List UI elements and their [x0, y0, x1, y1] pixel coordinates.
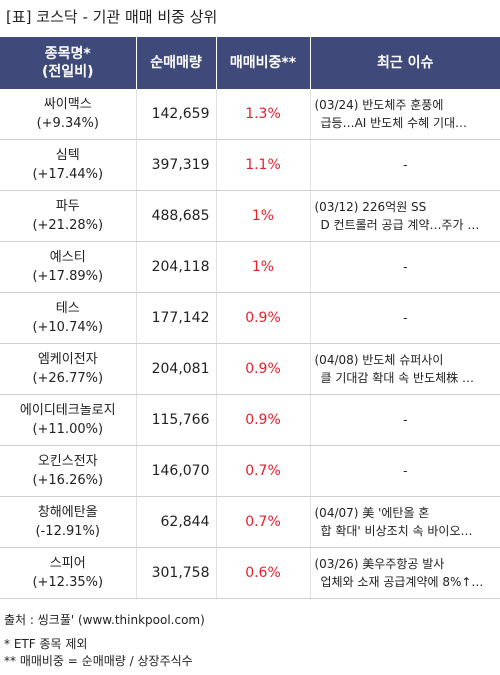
trade-ratio: 0.7% — [215, 445, 310, 497]
stock-change: (+11.00%) — [32, 422, 104, 437]
stock-change: (+17.44%) — [32, 167, 104, 182]
stock-name[interactable]: 창해에탄올 — [37, 505, 98, 520]
header-issue[interactable]: 최근 이슈 — [310, 37, 500, 89]
ranking-table: 종목명* (전일비) 순매매량 매매비중** 최근 이슈 싸이맥스 (+9.34%… — [0, 37, 500, 599]
trade-ratio: 0.7% — [215, 496, 310, 548]
issue-cell: - — [309, 139, 500, 191]
table-row[interactable]: 창해에탄올 (-12.91%) 62,844 0.7% (04/07) 美 '에탄올 혼… — [0, 496, 500, 548]
table-row[interactable]: 심텍 (+17.44%) 397,319 1.1% - — [0, 139, 500, 191]
issue-cell: - — [309, 241, 500, 293]
stock-name[interactable]: 에이디테크놀로지 — [19, 403, 116, 418]
page-title: [표] 코스닥 - 기관 매매 비중 상위 — [6, 8, 218, 26]
issue-empty: - — [403, 311, 408, 325]
stock-name-cell: 심텍 (+17.44%) — [0, 139, 136, 191]
trade-ratio: 0.9% — [215, 394, 310, 446]
issue-line1[interactable]: (04/07) 美 '에탄올 혼 — [314, 506, 430, 520]
stock-change: (+17.89%) — [32, 269, 104, 284]
net-volume: 142,659 — [135, 89, 216, 140]
stock-name[interactable]: 엠케이전자 — [37, 352, 98, 367]
stock-name-cell: 엠케이전자 (+26.77%) — [0, 343, 136, 395]
table-header-row: 종목명* (전일비) 순매매량 매매비중** 최근 이슈 — [0, 37, 500, 89]
trade-ratio: 0.6% — [215, 547, 310, 599]
net-volume: 204,118 — [135, 241, 216, 293]
net-volume: 301,758 — [135, 547, 216, 599]
header-name[interactable]: 종목명* (전일비) — [0, 37, 137, 89]
net-volume: 204,081 — [135, 343, 216, 395]
net-volume: 115,766 — [135, 394, 216, 446]
stock-name[interactable]: 파두 — [55, 199, 80, 214]
net-volume: 488,685 — [135, 190, 216, 242]
source-note: 출처 : 씽크풀' (www.thinkpool.com) — [4, 613, 205, 627]
stock-name-cell: 테스 (+10.74%) — [0, 292, 136, 344]
net-volume: 146,070 — [135, 445, 216, 497]
issue-empty: - — [403, 260, 408, 274]
issue-cell: - — [309, 445, 500, 497]
stock-name-cell: 창해에탄올 (-12.91%) — [0, 496, 136, 548]
issue-cell[interactable]: (03/12) 226억원 SS D 컨트롤러 공급 계약…주가 … — [309, 190, 500, 242]
net-volume: 177,142 — [135, 292, 216, 344]
table-row[interactable]: 오킨스전자 (+16.26%) 146,070 0.7% - — [0, 445, 500, 497]
stock-change: (-12.91%) — [35, 524, 100, 539]
stock-name-cell: 스피어 (+12.35%) — [0, 547, 136, 599]
table-row[interactable]: 테스 (+10.74%) 177,142 0.9% - — [0, 292, 500, 344]
issue-line1[interactable]: (04/08) 반도체 슈퍼사이 — [314, 353, 444, 367]
issue-line2[interactable]: 업체와 소재 공급계약에 8%↑… — [320, 575, 484, 589]
stock-name-cell: 예스티 (+17.89%) — [0, 241, 136, 293]
header-name-line2: (전일비) — [42, 64, 94, 80]
stock-name-cell: 에이디테크놀로지 (+11.00%) — [0, 394, 136, 446]
issue-cell: - — [309, 394, 500, 446]
trade-ratio: 1.3% — [215, 89, 310, 140]
table-row[interactable]: 싸이맥스 (+9.34%) 142,659 1.3% (03/24) 반도체주 훈풍에 급… — [0, 89, 500, 140]
net-volume: 62,844 — [135, 496, 216, 548]
issue-line1[interactable]: (03/24) 반도체주 훈풍에 — [314, 98, 444, 112]
stock-name[interactable]: 예스티 — [49, 250, 86, 265]
issue-line2[interactable]: 급등…AI 반도체 수혜 기대… — [320, 116, 468, 130]
table-row[interactable]: 예스티 (+17.89%) 204,118 1% - — [0, 241, 500, 293]
stock-change: (+10.74%) — [32, 320, 104, 335]
issue-empty: - — [403, 413, 408, 427]
trade-ratio: 1% — [215, 241, 310, 293]
stock-change: (+16.26%) — [32, 473, 104, 488]
issue-line2[interactable]: D 컨트롤러 공급 계약…주가 … — [320, 218, 480, 232]
stock-name[interactable]: 싸이맥스 — [43, 97, 92, 112]
issue-cell: - — [309, 292, 500, 344]
net-volume: 397,319 — [135, 139, 216, 191]
stock-name-cell: 오킨스전자 (+16.26%) — [0, 445, 136, 497]
stock-name-cell: 파두 (+21.28%) — [0, 190, 136, 242]
header-ratio[interactable]: 매매비중** — [216, 37, 311, 89]
trade-ratio: 1.1% — [215, 139, 310, 191]
footnote-ratio: ** 매매비중 = 순매매량 / 상장주식수 — [4, 654, 193, 668]
issue-line2[interactable]: 합 확대' 비상조치 속 바이오… — [320, 524, 473, 538]
issue-line1[interactable]: (03/26) 美우주항공 발사 — [314, 557, 445, 571]
stock-name-cell: 싸이맥스 (+9.34%) — [0, 89, 136, 140]
header-name-line1: 종목명* — [44, 46, 91, 62]
stock-name[interactable]: 오킨스전자 — [37, 454, 98, 469]
footnote-etf: * ETF 종목 제외 — [4, 637, 88, 651]
header-volume[interactable]: 순매매량 — [136, 37, 217, 89]
stock-name[interactable]: 심텍 — [55, 148, 80, 163]
stock-change: (+21.28%) — [32, 218, 104, 233]
table-row[interactable]: 스피어 (+12.35%) 301,758 0.6% (03/26) 美우주항공 발사 업… — [0, 547, 500, 599]
issue-empty: - — [403, 158, 408, 172]
table-row[interactable]: 엠케이전자 (+26.77%) 204,081 0.9% (04/08) 반도체 슈퍼사… — [0, 343, 500, 395]
trade-ratio: 0.9% — [215, 292, 310, 344]
stock-change: (+26.77%) — [32, 371, 104, 386]
issue-empty: - — [403, 464, 408, 478]
trade-ratio: 0.9% — [215, 343, 310, 395]
stock-change: (+9.34%) — [36, 116, 99, 131]
stock-name[interactable]: 테스 — [55, 301, 80, 316]
table-row[interactable]: 에이디테크놀로지 (+11.00%) 115,766 0.9% - — [0, 394, 500, 446]
issue-line1[interactable]: (03/12) 226억원 SS — [314, 200, 427, 214]
stock-change: (+12.35%) — [32, 575, 104, 590]
stock-name[interactable]: 스피어 — [49, 556, 86, 571]
table-row[interactable]: 파두 (+21.28%) 488,685 1% (03/12) 226억원 SS D 컨트… — [0, 190, 500, 242]
trade-ratio: 1% — [215, 190, 310, 242]
issue-line2[interactable]: 클 기대감 확대 속 반도체株 … — [320, 371, 474, 385]
